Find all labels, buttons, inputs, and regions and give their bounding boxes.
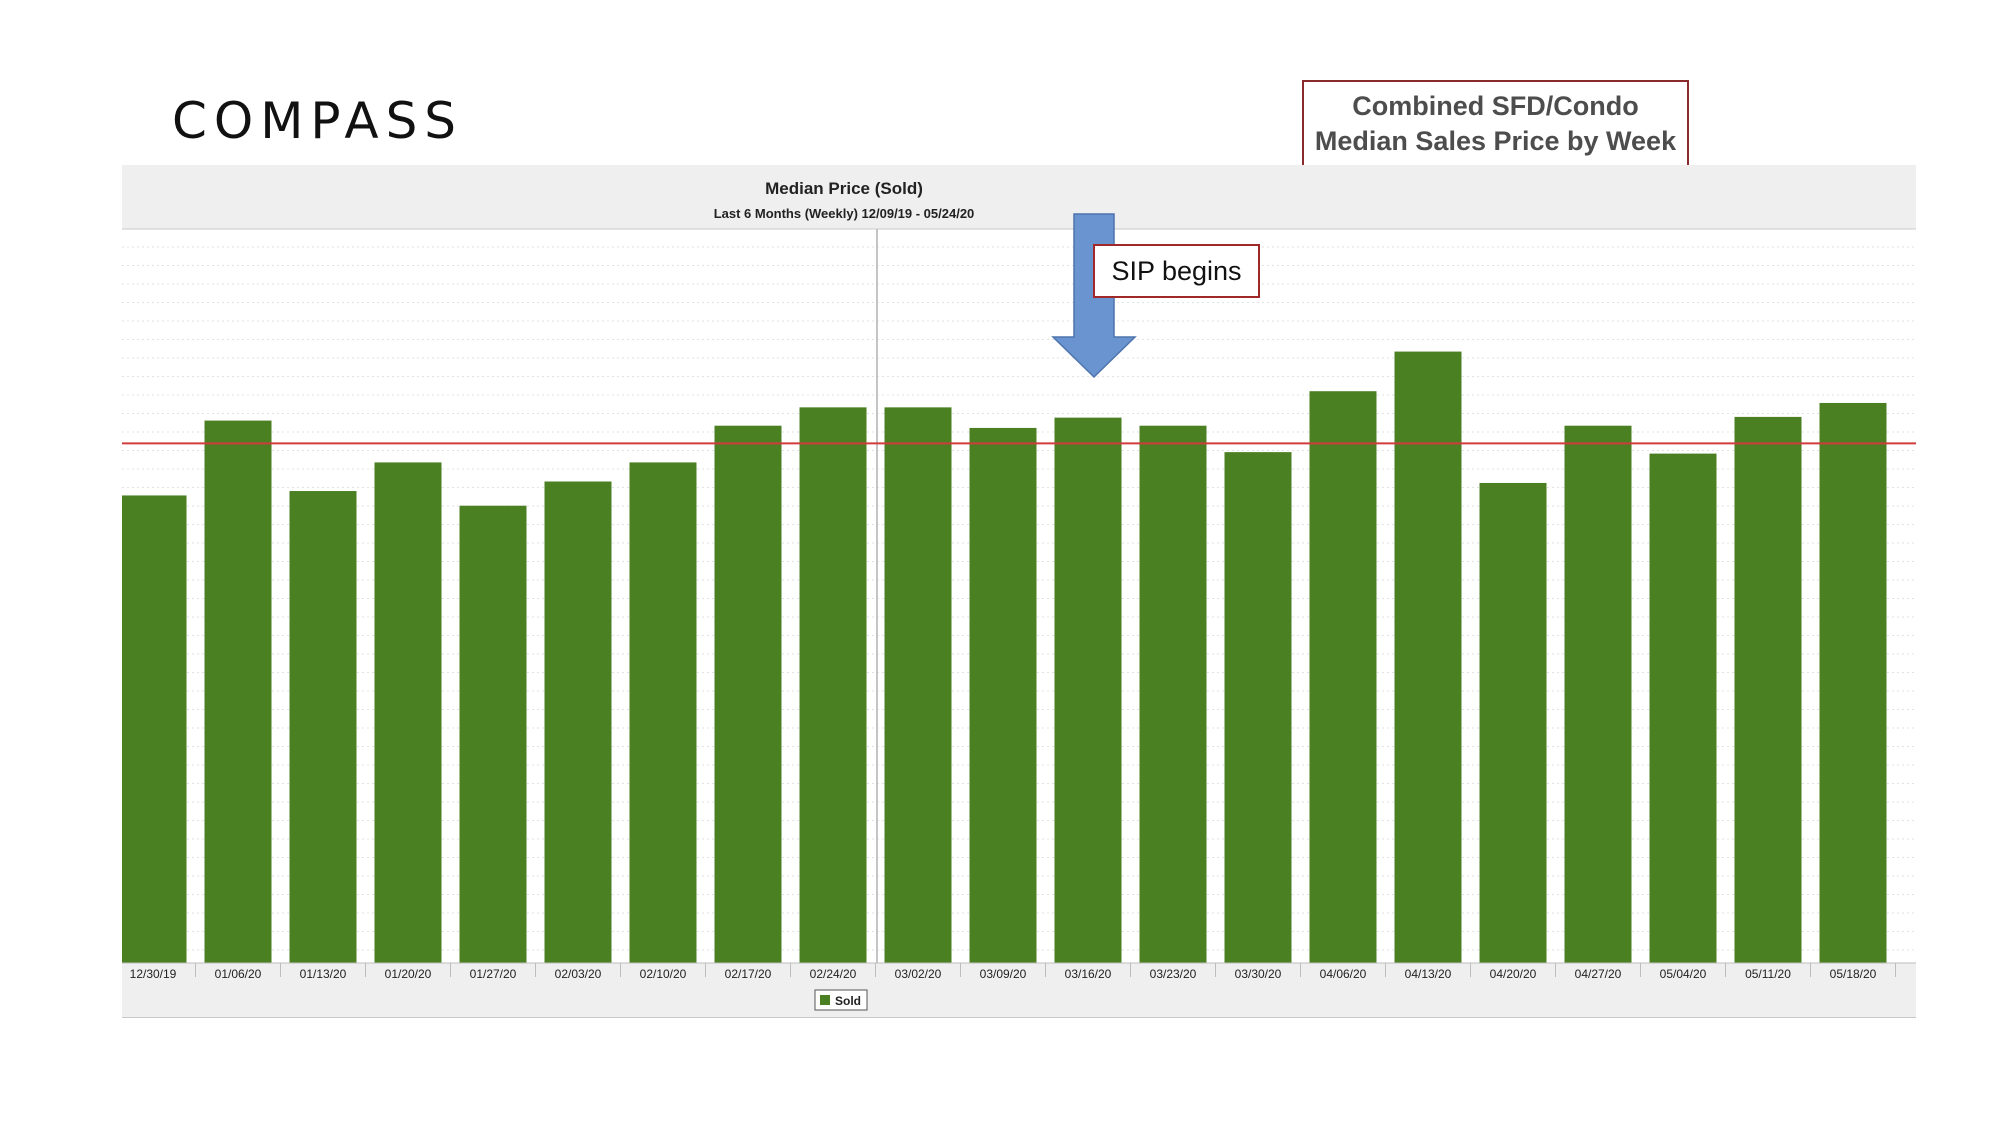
chart-panel: 12/30/19 01/06/20 01/13/20 01/20/20 01/27/20…	[122, 165, 1916, 1018]
x-tick-label: 03/09/20	[980, 967, 1027, 981]
bar-05-04-20	[1649, 453, 1717, 963]
x-tick-label: 05/18/20	[1830, 967, 1877, 981]
x-tick-label: 02/17/20	[725, 967, 772, 981]
bar-05-11-20	[1734, 416, 1802, 963]
sip-callout: SIP begins	[1093, 244, 1260, 298]
x-tick-label: 02/24/20	[810, 967, 857, 981]
x-tick-label: 01/13/20	[300, 967, 347, 981]
chart-title-box: Combined SFD/Condo Median Sales Price by…	[1302, 80, 1689, 168]
x-tick-label: 05/04/20	[1660, 967, 1707, 981]
bar-03-09-20	[969, 427, 1037, 963]
x-tick-label: 04/13/20	[1405, 967, 1452, 981]
x-tick-label: 02/10/20	[640, 967, 687, 981]
bar-01-27-20	[459, 505, 527, 963]
bar-04-27-20	[1564, 425, 1632, 963]
bar-04-06-20	[1309, 391, 1377, 963]
x-tick-label: 01/06/20	[215, 967, 262, 981]
chart-title: Median Price (Sold)	[765, 179, 923, 198]
legend-label: Sold	[835, 994, 861, 1008]
x-tick-label: 01/20/20	[385, 967, 432, 981]
bar-02-24-20	[799, 407, 867, 963]
bar-05-18-20	[1819, 402, 1887, 963]
x-ticks	[195, 963, 1896, 977]
bars	[122, 351, 1887, 964]
legend-swatch	[820, 995, 830, 1005]
bar-03-16-20	[1054, 417, 1122, 963]
x-tick-labels: 12/30/19 01/06/20 01/13/20 01/20/20 01/27/20…	[130, 967, 1877, 981]
bar-02-17-20	[714, 425, 782, 963]
x-tick-label: 04/06/20	[1320, 967, 1367, 981]
compass-logo: COMPASS	[172, 92, 464, 150]
bar-02-10-20	[629, 462, 697, 963]
x-tick-label: 02/03/20	[555, 967, 602, 981]
x-tick-label: 03/02/20	[895, 967, 942, 981]
x-tick-label: 03/30/20	[1235, 967, 1282, 981]
bar-chart: 12/30/19 01/06/20 01/13/20 01/20/20 01/27/20…	[122, 179, 1916, 1011]
bar-01-13-20	[289, 491, 357, 963]
x-tick-label: 01/27/20	[470, 967, 517, 981]
x-tick-label: 03/16/20	[1065, 967, 1112, 981]
bar-01-06-20	[204, 420, 272, 964]
title-line-1: Combined SFD/Condo	[1352, 91, 1639, 121]
title-line-2: Median Sales Price by Week	[1314, 126, 1677, 156]
x-tick-label: 04/20/20	[1490, 967, 1537, 981]
bar-03-02-20	[884, 407, 952, 963]
bar-03-23-20	[1139, 425, 1207, 963]
legend: Sold	[814, 989, 868, 1011]
bar-02-03-20	[544, 481, 612, 963]
bar-03-30-20	[1224, 452, 1292, 963]
chart-subtitle: Last 6 Months (Weekly) 12/09/19 - 05/24/…	[714, 206, 975, 221]
bar-01-20-20	[374, 462, 442, 963]
bar-12-30-19	[122, 495, 187, 963]
bar-04-20-20	[1479, 482, 1547, 963]
x-tick-label: 04/27/20	[1575, 967, 1622, 981]
x-tick-label: 03/23/20	[1150, 967, 1197, 981]
bar-04-13-20	[1394, 351, 1462, 963]
x-tick-label: 12/30/19	[130, 967, 177, 981]
x-tick-label: 05/11/20	[1745, 967, 1791, 981]
